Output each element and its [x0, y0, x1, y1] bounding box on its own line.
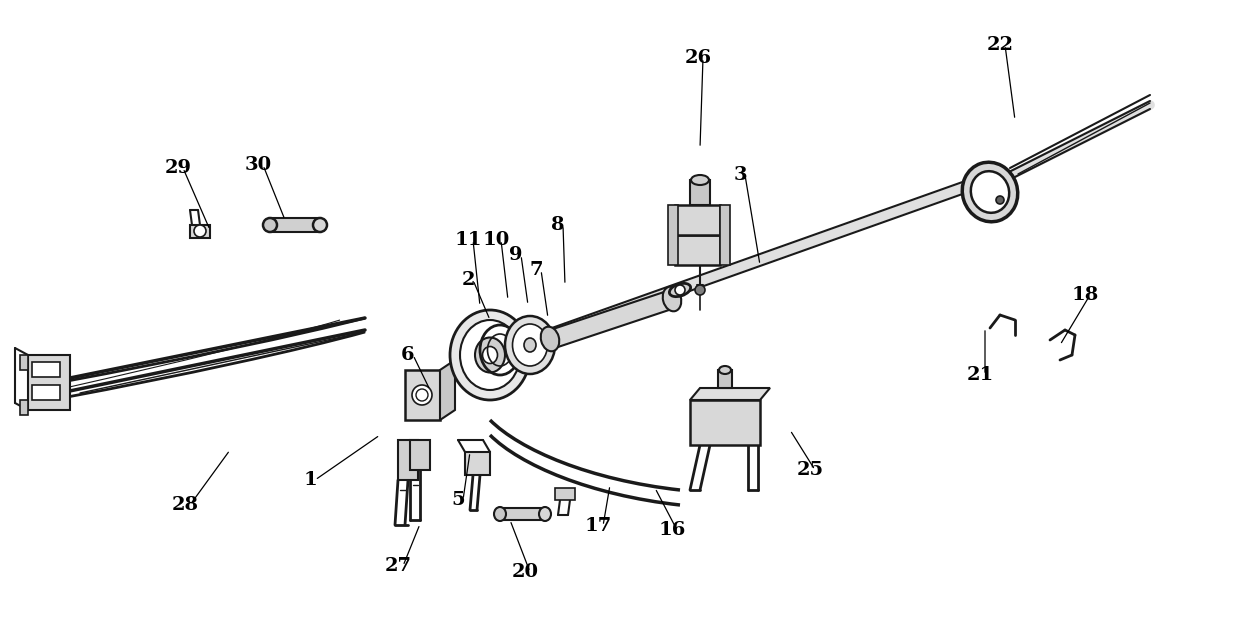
Text: 16: 16	[658, 521, 686, 539]
Polygon shape	[398, 440, 418, 480]
Bar	[32, 362, 60, 377]
Polygon shape	[440, 360, 455, 420]
Polygon shape	[405, 370, 440, 420]
Text: 27: 27	[384, 557, 412, 575]
Polygon shape	[20, 400, 29, 415]
Polygon shape	[270, 218, 320, 232]
Polygon shape	[689, 180, 711, 205]
Ellipse shape	[719, 366, 732, 374]
Ellipse shape	[541, 327, 559, 351]
Polygon shape	[551, 290, 675, 348]
Ellipse shape	[539, 507, 551, 521]
Text: 6: 6	[402, 346, 415, 364]
Ellipse shape	[482, 347, 497, 364]
Ellipse shape	[512, 324, 548, 366]
Ellipse shape	[670, 283, 691, 297]
Polygon shape	[410, 440, 430, 470]
Polygon shape	[556, 488, 575, 500]
Ellipse shape	[525, 338, 536, 352]
Text: 20: 20	[511, 563, 538, 581]
Text: 26: 26	[684, 49, 712, 67]
Polygon shape	[675, 205, 720, 235]
Circle shape	[193, 225, 206, 237]
Ellipse shape	[312, 218, 327, 232]
Ellipse shape	[475, 338, 505, 373]
Bar	[32, 385, 60, 400]
Ellipse shape	[691, 175, 709, 185]
Ellipse shape	[962, 162, 1018, 222]
Circle shape	[996, 196, 1004, 204]
Polygon shape	[29, 355, 69, 410]
Polygon shape	[689, 400, 760, 445]
Text: 21: 21	[966, 366, 993, 384]
Polygon shape	[689, 388, 770, 400]
Text: 2: 2	[461, 271, 475, 289]
Ellipse shape	[263, 218, 277, 232]
Polygon shape	[720, 205, 730, 265]
Text: 1: 1	[303, 471, 317, 489]
Polygon shape	[668, 205, 678, 265]
Polygon shape	[20, 355, 29, 370]
Circle shape	[412, 385, 432, 405]
Polygon shape	[718, 370, 732, 388]
Text: 8: 8	[552, 216, 564, 234]
Text: 22: 22	[987, 36, 1013, 54]
Circle shape	[694, 285, 706, 295]
Text: 11: 11	[454, 231, 482, 249]
Text: 3: 3	[733, 166, 746, 184]
Text: 9: 9	[510, 246, 523, 264]
Text: 7: 7	[529, 261, 543, 279]
Polygon shape	[500, 508, 546, 520]
Text: 28: 28	[171, 496, 198, 514]
Text: 25: 25	[796, 461, 823, 479]
Ellipse shape	[460, 320, 520, 390]
Text: 10: 10	[482, 231, 510, 249]
Text: 29: 29	[165, 159, 191, 177]
Text: 18: 18	[1071, 286, 1099, 304]
Polygon shape	[675, 235, 720, 265]
Ellipse shape	[450, 310, 529, 400]
Ellipse shape	[971, 171, 1009, 213]
Ellipse shape	[505, 316, 556, 374]
Circle shape	[675, 285, 684, 295]
Ellipse shape	[662, 287, 681, 311]
Polygon shape	[465, 452, 490, 475]
Text: 30: 30	[244, 156, 272, 174]
Ellipse shape	[494, 507, 506, 521]
Text: 5: 5	[451, 491, 465, 509]
Polygon shape	[190, 225, 210, 238]
Text: 17: 17	[584, 517, 611, 535]
